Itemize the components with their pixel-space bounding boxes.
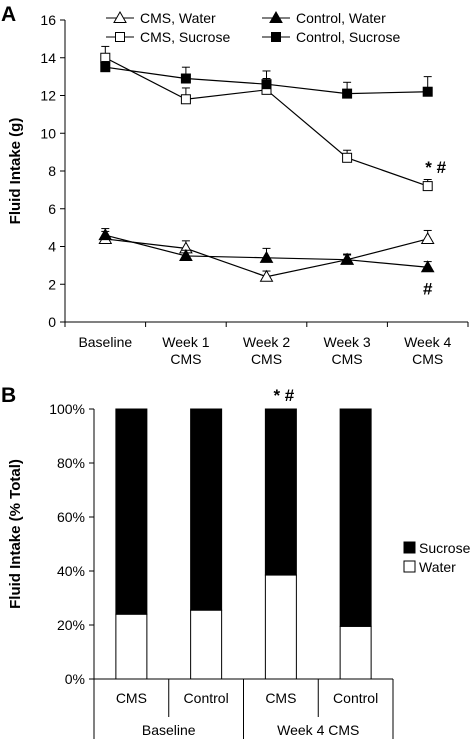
data-point [261, 79, 272, 90]
bar-segment-sucrose [264, 408, 297, 576]
legend-swatch [403, 560, 416, 573]
data-point [422, 86, 433, 97]
data-point [259, 269, 274, 282]
significance-annotation: # [423, 279, 433, 298]
bar-segment-water [190, 609, 223, 680]
bar-segment-water [264, 574, 297, 680]
x-tick-label: Control [333, 690, 378, 706]
x-tick-label: CMS [412, 351, 443, 367]
y-tick-label: 0 [48, 314, 56, 330]
bar-segment-sucrose [190, 408, 223, 611]
y-tick-label: 6 [48, 201, 56, 217]
legend-label: Water [419, 559, 456, 575]
y-tick-label: 14 [40, 50, 56, 66]
series-control-water [98, 228, 435, 273]
y-tick-label: 16 [40, 12, 56, 28]
legend-label: CMS, Water [140, 10, 216, 26]
legend-label: Sucrose [419, 540, 471, 556]
data-point [342, 152, 353, 163]
data-point [342, 88, 353, 99]
x-tick-label: Baseline [78, 334, 132, 350]
data-point [420, 260, 435, 273]
data-point [340, 252, 354, 265]
x-group-label: Week 4 CMS [277, 722, 359, 738]
panel-a-label: A [1, 3, 16, 26]
bar-segment-water [339, 625, 372, 680]
y-tick-label: 100% [49, 401, 85, 417]
legend-label: Control, Water [296, 10, 386, 26]
y-tick-label: 0% [65, 671, 85, 687]
legend-swatch [403, 541, 416, 554]
bar-segment-water [115, 613, 148, 680]
panel-b-label: B [1, 384, 16, 407]
significance-annotation: * # [425, 158, 446, 177]
legend-marker [269, 10, 283, 23]
data-point [180, 94, 191, 105]
legend-label: Control, Sucrose [296, 29, 400, 45]
significance-annotation: * # [273, 386, 294, 405]
y-tick-label: 2 [48, 276, 56, 292]
data-point [179, 248, 193, 261]
x-tick-label: Week 3 [323, 334, 370, 350]
y-axis-title: Fluid Intake (% Total) [7, 459, 24, 609]
data-point [420, 231, 435, 244]
x-tick-label: Week 1 [162, 334, 209, 350]
legend-marker [115, 32, 125, 42]
y-tick-label: 12 [40, 88, 56, 104]
legend-marker [113, 10, 127, 23]
data-point [100, 52, 111, 63]
legend-marker [271, 32, 281, 42]
data-point [180, 73, 191, 84]
x-tick-label: Control [184, 690, 229, 706]
y-tick-label: 8 [48, 163, 56, 179]
bar-segment-sucrose [115, 408, 148, 615]
x-tick-label: Week 4 [404, 334, 451, 350]
stacked-bar-chart-panel-b: 0% 20% 40% 60% 80% 100% Fluid Intake (% Total)… [7, 386, 471, 739]
x-group-label: Baseline [142, 722, 196, 738]
data-point [259, 250, 274, 263]
x-tick-label: Week 2 [243, 334, 290, 350]
data-point [422, 181, 433, 192]
series-control-sucrose [100, 61, 433, 99]
y-tick-label: 4 [48, 239, 56, 255]
y-tick-label: 40% [57, 563, 85, 579]
x-tick-label: CMS [170, 351, 201, 367]
x-tick-label: CMS [116, 690, 147, 706]
y-tick-label: 80% [57, 455, 85, 471]
data-point [100, 62, 111, 73]
bar-segment-sucrose [339, 408, 372, 627]
x-tick-label: CMS [251, 351, 282, 367]
series-cms-sucrose [100, 45, 433, 192]
y-tick-label: 10 [40, 125, 56, 141]
legend-label: CMS, Sucrose [140, 29, 230, 45]
y-tick-label: 60% [57, 509, 85, 525]
x-tick-label: CMS [332, 351, 363, 367]
x-tick-label: CMS [265, 690, 296, 706]
data-point [98, 228, 113, 241]
y-axis-title: Fluid Intake (g) [7, 118, 24, 225]
y-tick-label: 20% [57, 617, 85, 633]
